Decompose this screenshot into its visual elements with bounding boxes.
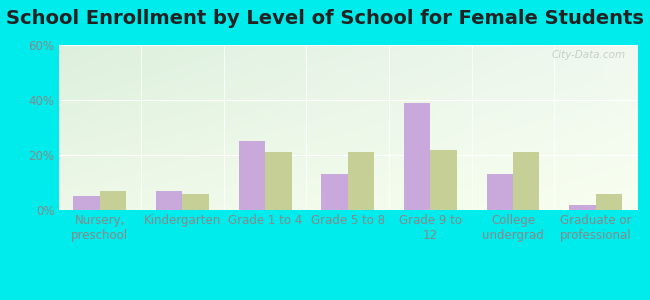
Bar xyxy=(513,152,540,210)
Text: City-Data.com: City-Data.com xyxy=(551,50,625,60)
Bar xyxy=(595,194,622,210)
Bar xyxy=(321,174,348,210)
Bar xyxy=(156,191,183,210)
Bar xyxy=(487,174,513,210)
Bar xyxy=(430,149,457,210)
Bar xyxy=(239,141,265,210)
Bar xyxy=(183,194,209,210)
Bar xyxy=(569,205,595,210)
Bar xyxy=(404,103,430,210)
Bar xyxy=(348,152,374,210)
Bar xyxy=(265,152,292,210)
Bar xyxy=(100,191,126,210)
Bar xyxy=(73,196,100,210)
Text: School Enrollment by Level of School for Female Students: School Enrollment by Level of School for… xyxy=(6,9,644,28)
